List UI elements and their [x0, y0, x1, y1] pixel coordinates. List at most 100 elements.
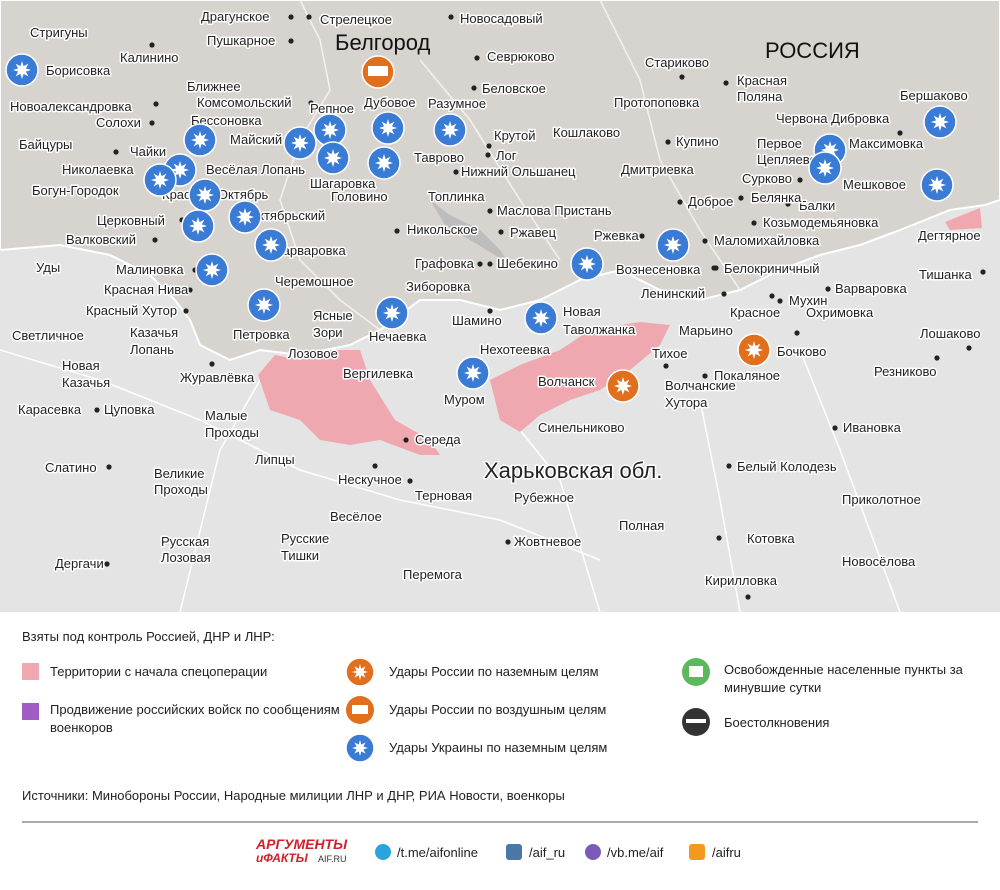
gun-glyph: [686, 719, 706, 723]
footer-link[interactable]: /vb.me/aif: [607, 845, 664, 860]
ukraine-strike-icon-glyph: [13, 61, 31, 79]
place-label: Новая Казачья: [62, 358, 110, 390]
place-dot: [394, 228, 400, 234]
place-label: Байцуры: [19, 137, 72, 152]
place-label: Красная Поляна: [737, 73, 787, 104]
ukraine-strike-icon-glyph: [196, 186, 214, 204]
place-label: Черемошное: [275, 274, 354, 289]
ukraine-strike-icon-glyph: [321, 121, 339, 139]
place-dot: [106, 464, 112, 470]
place-label: Шамино: [452, 313, 502, 328]
place-label: Борисовка: [46, 63, 111, 78]
place-label: Червона Дибровка: [776, 111, 890, 126]
place-label: Уды: [36, 260, 60, 275]
place-label: Малые Проходы: [205, 408, 259, 440]
place-label: Мухин: [789, 293, 827, 308]
place-label: Светличное: [12, 328, 84, 343]
place-dot: [477, 261, 483, 267]
place-label: Слатино: [45, 460, 97, 475]
place-label: Лог: [496, 148, 517, 163]
controlled-territory: [490, 322, 670, 432]
place-label: Лошаково: [920, 326, 980, 341]
place-label: Белянка: [751, 190, 802, 205]
place-label: Цуповка: [104, 402, 155, 417]
place-dot: [288, 38, 294, 44]
building-glyph: [689, 666, 703, 677]
place-dot: [832, 425, 838, 431]
place-label: Котовка: [747, 531, 795, 546]
place-label: Новосадовый: [460, 11, 543, 26]
place-dot: [825, 286, 831, 292]
place-label: Варваровка: [274, 243, 346, 258]
place-label: Казачья Лопань: [130, 325, 178, 357]
place-label: Журавлёвка: [180, 370, 255, 385]
ukraine-strike-icon-glyph: [375, 154, 393, 172]
place-label: Волчанск: [538, 374, 595, 389]
place-label: Чайки: [130, 144, 166, 159]
place-dot: [486, 143, 492, 149]
place-label: Таврово: [414, 150, 464, 165]
place-label: Купино: [676, 134, 719, 149]
place-dot: [745, 594, 751, 600]
place-dot: [723, 80, 729, 86]
place-dot: [716, 535, 722, 541]
place-label: Новосёлова: [842, 554, 916, 569]
place-dot: [663, 363, 669, 369]
place-label: Полная: [619, 518, 664, 533]
place-dot: [679, 74, 685, 80]
place-label: Дергачи: [55, 556, 104, 571]
place-dot: [403, 437, 409, 443]
place-dot: [471, 85, 477, 91]
place-dot: [474, 55, 480, 61]
roads: [279, 0, 741, 331]
roads: [0, 349, 901, 613]
place-label: Сурково: [742, 171, 792, 186]
brand-bottom: иФАКТЫ: [256, 851, 309, 865]
footer-link[interactable]: /aif_ru: [529, 845, 565, 860]
place-dot: [980, 269, 986, 275]
ukraine-strike-icon-glyph: [578, 255, 596, 273]
city-label: Белгород: [335, 30, 431, 55]
place-dot: [934, 355, 940, 361]
place-label: Марьино: [679, 323, 733, 338]
place-dot: [702, 238, 708, 244]
place-dot: [187, 287, 193, 293]
place-label: Русская Лозовая: [161, 534, 211, 565]
legend-icon-glyph: [352, 740, 368, 756]
place-dot: [797, 177, 803, 183]
place-dot: [751, 220, 757, 226]
place-label: Ржевка: [594, 228, 639, 243]
place-dot: [308, 100, 314, 106]
place-label: Шебекино: [497, 256, 558, 271]
place-label: Маслова Пристань: [497, 203, 612, 218]
place-label: Стригуны: [30, 25, 88, 40]
places: Драгунское Стрелецкое Новосадовый Пушкарное…: [9, 8, 986, 600]
place-label: Мешковое: [843, 177, 906, 192]
place-dot: [702, 373, 708, 379]
place-label: Дубовое: [364, 95, 416, 110]
place-dot: [505, 539, 511, 545]
reservoir: [430, 200, 510, 265]
legend-item: Освобожденные населенные пункты за минувш…: [724, 662, 964, 695]
place-dot: [306, 14, 312, 20]
footer-link[interactable]: /t.me/aifonline: [397, 845, 478, 860]
place-dot: [372, 463, 378, 469]
place-label: Дегтярное: [918, 228, 981, 243]
place-dot: [407, 478, 413, 484]
place-dot: [721, 291, 727, 297]
place-label: Графовка: [415, 256, 475, 271]
place-label: Малиновка: [116, 262, 184, 277]
place-label: Тихое: [652, 346, 687, 361]
ukraine-strike-icon-glyph: [191, 131, 209, 149]
place-dot: [149, 42, 155, 48]
place-dot: [897, 130, 903, 136]
footer-link[interactable]: /aifru: [712, 845, 741, 860]
place-label: Драгунское: [201, 9, 269, 24]
place-dot: [113, 149, 119, 155]
place-label: Ленинский: [641, 286, 705, 301]
russia-area: [0, 0, 1000, 362]
place-label: Козьмодемьяновка: [763, 215, 879, 230]
legend-icon-glyph: [352, 664, 368, 680]
place-label: Максимовка: [849, 136, 924, 151]
place-label: Валковский: [66, 232, 136, 247]
